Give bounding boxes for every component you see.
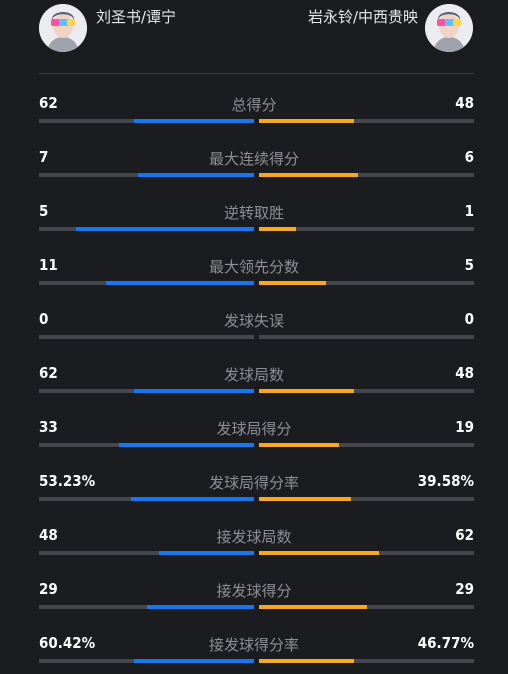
left-bar-track: [39, 119, 254, 123]
stat-right-value: 39.58%: [417, 472, 474, 490]
stat-row-serve-points: 33 发球局得分 19: [0, 418, 508, 458]
left-bar-track: [39, 227, 254, 231]
right-bar-track: [259, 173, 474, 177]
right-bar-track: [259, 389, 474, 393]
stat-right-value: 6: [464, 148, 474, 166]
stat-label: 发球失误: [223, 312, 284, 330]
stat-row-max-streak: 7 最大连续得分 6: [0, 148, 508, 188]
left-bar-track: [39, 281, 254, 285]
stat-left-value: 48: [39, 526, 58, 544]
stat-label: 发球局得分: [216, 420, 292, 438]
stat-right-value: 5: [464, 256, 474, 274]
stat-row-max-lead: 11 最大领先分数 5: [0, 256, 508, 296]
stat-left-value: 0: [39, 310, 49, 328]
stat-right-value: 46.77%: [417, 634, 474, 652]
left-bar-track: [39, 389, 254, 393]
avatar-left[interactable]: [39, 4, 87, 52]
stat-label: 接发球局数: [216, 528, 292, 546]
right-bar-track: [259, 605, 474, 609]
left-bar-track: [39, 443, 254, 447]
left-bar-fill: [159, 551, 254, 555]
avatar-right[interactable]: [425, 4, 473, 52]
right-bar-track: [259, 119, 474, 123]
left-bar-track: [39, 605, 254, 609]
right-bar-track: [259, 443, 474, 447]
stat-left-value: 11: [39, 256, 58, 274]
stat-right-value: 29: [455, 580, 474, 598]
left-bar-fill: [105, 281, 254, 285]
stat-left-value: 33: [39, 418, 58, 436]
right-bar-fill: [259, 281, 326, 285]
right-bar-fill: [259, 497, 352, 501]
right-bar-fill: [259, 389, 354, 393]
player-name-right[interactable]: 岩永铃/中西贵映: [307, 8, 418, 26]
right-bar-fill: [259, 551, 380, 555]
left-bar-track: [39, 659, 254, 663]
left-bar-fill: [131, 497, 254, 501]
stat-row-comeback-wins: 5 逆转取胜 1: [0, 202, 508, 242]
stat-label: 发球局数: [223, 366, 284, 384]
stat-left-value: 29: [39, 580, 58, 598]
stat-left-value: 7: [39, 148, 49, 166]
stat-row-receive-point-rate: 60.42% 接发球得分率 46.77%: [0, 634, 508, 674]
left-bar-fill: [146, 605, 254, 609]
stat-row-serve-point-rate: 53.23% 发球局得分率 39.58%: [0, 472, 508, 512]
stat-row-receive-games: 48 接发球局数 62: [0, 526, 508, 566]
stat-label: 接发球得分率: [208, 636, 299, 654]
right-bar-fill: [259, 119, 354, 123]
right-bar-track: [259, 497, 474, 501]
left-bar-fill: [133, 119, 254, 123]
left-bar-fill: [137, 173, 254, 177]
right-bar-track: [259, 659, 474, 663]
stat-left-value: 60.42%: [39, 634, 96, 652]
right-bar-fill: [259, 227, 296, 231]
right-bar-track: [259, 227, 474, 231]
stat-right-value: 0: [464, 310, 474, 328]
left-bar-fill: [75, 227, 254, 231]
stat-row-total-points: 62 总得分 48: [0, 94, 508, 134]
header-divider: [39, 73, 474, 74]
stat-right-value: 48: [455, 364, 474, 382]
player-avatar-icon: [425, 4, 473, 52]
stat-right-value: 48: [455, 94, 474, 112]
player-avatar-icon: [39, 4, 87, 52]
right-bar-track: [259, 281, 474, 285]
left-bar-track: [39, 335, 254, 339]
right-bar-track: [259, 335, 474, 339]
stat-left-value: 62: [39, 94, 58, 112]
right-bar-fill: [259, 605, 367, 609]
stat-label: 总得分: [231, 96, 277, 114]
stat-label: 最大连续得分: [208, 150, 299, 168]
left-bar-fill: [133, 659, 254, 663]
stat-label: 发球局得分率: [208, 474, 299, 492]
left-bar-track: [39, 497, 254, 501]
left-bar-fill: [133, 389, 254, 393]
stat-left-value: 53.23%: [39, 472, 96, 490]
stat-label: 逆转取胜: [223, 204, 284, 222]
stat-right-value: 62: [455, 526, 474, 544]
right-bar-fill: [259, 443, 339, 447]
stat-label: 接发球得分: [216, 582, 292, 600]
right-bar-track: [259, 551, 474, 555]
left-bar-track: [39, 551, 254, 555]
left-bar-track: [39, 173, 254, 177]
stat-right-value: 19: [455, 418, 474, 436]
stat-label: 最大领先分数: [208, 258, 299, 276]
stat-left-value: 5: [39, 202, 49, 220]
stat-row-serve-games: 62 发球局数 48: [0, 364, 508, 404]
stat-row-receive-points: 29 接发球得分 29: [0, 580, 508, 620]
right-bar-fill: [259, 173, 358, 177]
stat-row-serve-errors: 0 发球失误 0: [0, 310, 508, 350]
right-bar-fill: [259, 659, 354, 663]
match-header: 刘圣书/谭宁 岩永铃/中西贵映: [0, 0, 508, 72]
stat-right-value: 1: [464, 202, 474, 220]
stat-left-value: 62: [39, 364, 58, 382]
left-bar-fill: [118, 443, 254, 447]
player-name-left[interactable]: 刘圣书/谭宁: [96, 8, 177, 26]
